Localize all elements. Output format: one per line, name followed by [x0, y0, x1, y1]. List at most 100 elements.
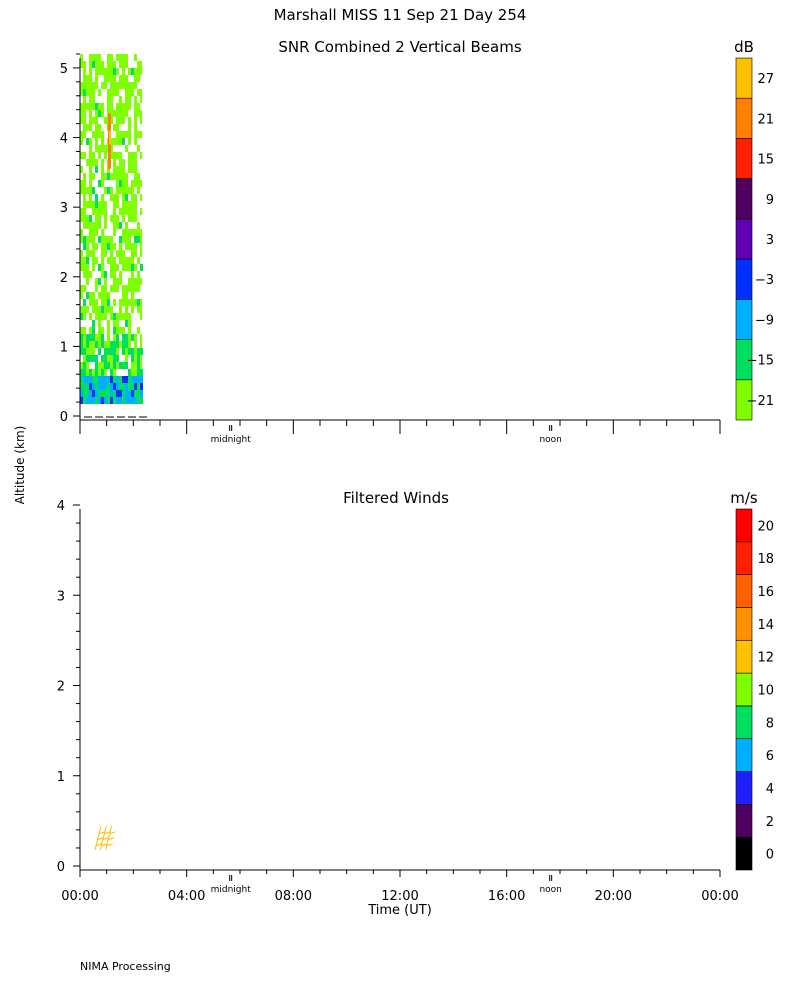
snr-cell — [128, 355, 131, 362]
snr-cell — [131, 264, 134, 271]
snr-cell — [95, 152, 98, 159]
snr-cell — [95, 327, 98, 334]
snr-cell — [137, 292, 140, 299]
snr-cell — [116, 383, 119, 390]
snr-cell — [86, 68, 89, 75]
winds-x-tick-label: 20:00 — [595, 889, 632, 904]
snr-cell — [110, 131, 113, 138]
snr-cell — [116, 208, 119, 215]
snr-cell — [98, 96, 101, 103]
snr-colorbar-label: 9 — [766, 193, 774, 208]
snr-cell — [125, 362, 128, 369]
snr-time-markers: midnight noon — [211, 425, 562, 445]
snr-cell — [104, 110, 107, 117]
snr-cell — [92, 180, 95, 187]
snr-y-ticks: 0 1 2 3 4 5 — [60, 53, 80, 425]
snr-cell — [137, 334, 140, 341]
snr-cell — [80, 194, 83, 201]
winds-colorbar-band — [735, 738, 753, 772]
snr-marker-label: midnight — [211, 435, 252, 445]
snr-cell — [125, 124, 128, 131]
snr-cell — [92, 334, 95, 341]
snr-cell — [89, 334, 92, 341]
snr-cell — [101, 355, 104, 362]
snr-cell — [95, 383, 98, 390]
snr-cell — [98, 278, 101, 285]
snr-cell — [83, 89, 86, 96]
snr-cell — [119, 285, 122, 292]
snr-cell — [125, 390, 128, 397]
snr-cell — [110, 390, 113, 397]
snr-x-ticks — [79, 420, 721, 434]
snr-cell — [95, 250, 98, 257]
snr-colorbar-band — [735, 218, 753, 260]
snr-cell — [122, 306, 125, 313]
snr-cell — [122, 222, 125, 229]
winds-colorbar: 0 2 4 6 8 10 12 14 16 18 20 — [735, 508, 774, 871]
snr-cell — [128, 250, 131, 257]
snr-cell — [140, 215, 143, 222]
snr-cell — [119, 376, 122, 383]
snr-cell — [125, 327, 128, 334]
snr-cell — [107, 229, 110, 236]
snr-cell — [98, 397, 101, 404]
snr-cell — [140, 397, 143, 404]
snr-cell — [131, 131, 134, 138]
snr-cell — [86, 285, 89, 292]
snr-heatmap — [80, 54, 147, 418]
snr-cell — [86, 334, 89, 341]
snr-cell — [98, 187, 101, 194]
snr-cell — [92, 320, 95, 327]
snr-cell — [140, 103, 143, 110]
snr-cell — [119, 334, 122, 341]
snr-cell — [140, 75, 143, 82]
snr-cell — [101, 187, 104, 194]
snr-cell — [122, 152, 125, 159]
snr-cell — [131, 341, 134, 348]
snr-cell — [131, 334, 134, 341]
snr-cell — [131, 397, 134, 404]
snr-cell — [107, 362, 110, 369]
snr-cell — [104, 355, 107, 362]
snr-cell — [137, 299, 140, 306]
snr-cell — [125, 215, 128, 222]
snr-cell — [107, 348, 110, 355]
snr-cell — [101, 390, 104, 397]
snr-cell — [107, 376, 110, 383]
snr-cell — [131, 390, 134, 397]
snr-cell — [89, 215, 92, 222]
snr-cell — [92, 75, 95, 82]
snr-cell — [131, 54, 134, 61]
snr-cell — [140, 320, 143, 327]
snr-cell — [80, 313, 83, 320]
snr-cell — [89, 243, 92, 250]
snr-cell — [131, 110, 134, 117]
snr-cell — [128, 180, 131, 187]
snr-cell — [128, 369, 131, 376]
snr-cell — [86, 229, 89, 236]
snr-cell — [89, 369, 92, 376]
snr-cell — [89, 362, 92, 369]
snr-cell — [95, 103, 98, 110]
snr-cell — [95, 271, 98, 278]
snr-cell — [80, 355, 83, 362]
snr-cell — [95, 236, 98, 243]
snr-cell — [104, 334, 107, 341]
snr-cell — [107, 82, 110, 89]
snr-cell — [98, 110, 101, 117]
snr-cell — [80, 159, 83, 166]
snr-cell — [92, 383, 95, 390]
snr-cell — [95, 341, 98, 348]
snr-cell — [104, 229, 107, 236]
winds-colorbar-band — [735, 541, 753, 575]
snr-cell — [116, 355, 119, 362]
snr-cell — [113, 236, 116, 243]
snr-cell — [137, 236, 140, 243]
snr-cell — [86, 194, 89, 201]
snr-panel: SNR Combined 2 Vertical Beams 0 1 2 3 4 5 mid… — [60, 38, 774, 445]
snr-cell — [98, 257, 101, 264]
snr-cell — [98, 117, 101, 124]
snr-colorbar-band — [735, 258, 753, 300]
snr-cell — [128, 222, 131, 229]
